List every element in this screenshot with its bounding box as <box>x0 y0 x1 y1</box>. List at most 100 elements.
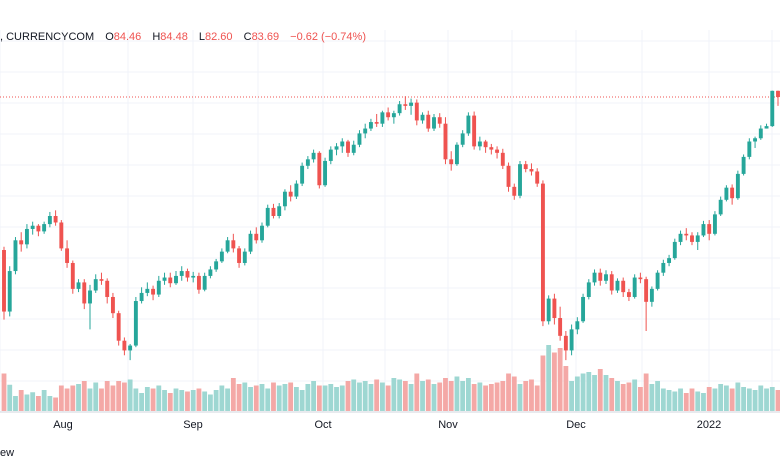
candle <box>454 142 459 166</box>
x-tick-label: Oct <box>314 419 331 431</box>
candle <box>391 110 396 124</box>
volume-bar <box>368 384 374 411</box>
attribution-text: ew <box>0 447 14 459</box>
candle-body <box>231 240 236 249</box>
candle <box>730 184 735 205</box>
candle-body <box>122 340 127 351</box>
candle <box>185 268 190 282</box>
candle <box>724 185 729 202</box>
candle-body <box>770 90 775 127</box>
candle <box>695 232 700 251</box>
candle-body <box>202 275 207 290</box>
volume-bar <box>534 385 540 411</box>
candle-body <box>116 313 121 341</box>
volume-bar <box>529 379 534 411</box>
volume-bar <box>483 385 489 411</box>
candle-body <box>747 141 752 157</box>
candle <box>741 154 746 176</box>
candle-body <box>758 128 763 139</box>
volume-bar <box>265 388 271 411</box>
candle <box>414 99 419 126</box>
low-value: 82.60 <box>205 31 233 43</box>
candle <box>690 232 694 246</box>
candle <box>231 233 236 253</box>
candle <box>42 221 47 234</box>
candle-body <box>145 288 150 293</box>
candle <box>323 157 328 187</box>
x-tick-label: Dec <box>566 419 586 431</box>
candle <box>282 189 287 211</box>
candle <box>701 220 706 238</box>
candle <box>334 143 339 156</box>
volume-bar <box>282 384 288 411</box>
candle <box>667 254 672 267</box>
volume-bar <box>167 393 173 411</box>
candle <box>707 220 712 241</box>
candle <box>346 139 350 157</box>
candle-body <box>661 262 666 273</box>
candle-body <box>59 222 64 249</box>
candle <box>219 248 224 263</box>
volume-bar <box>752 390 758 411</box>
candle-body <box>586 282 591 297</box>
candle <box>735 170 740 200</box>
volume-bar <box>133 388 139 411</box>
volume-bar <box>288 382 294 411</box>
candle-body <box>242 251 247 263</box>
candle <box>615 278 620 293</box>
volume-bar <box>741 387 747 411</box>
candle-body <box>695 235 700 242</box>
candle-body <box>483 141 488 148</box>
volume-bar <box>620 384 626 411</box>
candle-body <box>219 251 224 262</box>
change-value: −0.62 (−0.74%) <box>290 31 366 43</box>
candle <box>586 279 591 300</box>
candle-body <box>690 235 694 242</box>
candle <box>500 148 505 170</box>
candle-body <box>753 138 758 142</box>
candle-body <box>374 122 379 124</box>
candles <box>2 90 780 361</box>
volume-bar <box>144 387 150 411</box>
candle-body <box>449 159 454 165</box>
volume-bar <box>93 382 99 411</box>
volume-bar <box>110 385 116 411</box>
volume-bar <box>87 388 93 411</box>
candle <box>36 224 41 237</box>
volume-bar <box>173 388 179 411</box>
candle <box>93 274 98 293</box>
candle <box>397 101 402 116</box>
candle <box>672 238 677 260</box>
candle-body <box>168 277 173 284</box>
candle <box>592 269 597 286</box>
volume-bar <box>185 391 190 411</box>
candle-body <box>351 144 356 153</box>
candle <box>403 96 408 110</box>
candle <box>770 90 775 127</box>
volume-bar <box>81 381 87 411</box>
candle <box>598 268 603 286</box>
candle-body <box>432 117 436 129</box>
volume-bar <box>769 387 775 411</box>
candle-body <box>139 292 144 302</box>
volume-bar <box>402 381 408 411</box>
candle-body <box>196 275 201 290</box>
volume-bar <box>488 384 494 411</box>
candle-body <box>156 280 161 295</box>
candle-body <box>437 117 442 124</box>
candle <box>265 204 270 228</box>
candle <box>288 185 293 202</box>
volume-bar <box>506 373 511 411</box>
candle <box>237 245 242 268</box>
volume-bar <box>127 379 133 411</box>
candle <box>19 232 24 252</box>
candle <box>191 271 196 283</box>
candle-body <box>70 262 75 289</box>
candle-body <box>185 271 190 278</box>
volume-bar <box>603 375 609 411</box>
candle <box>294 180 299 199</box>
candle-body <box>563 335 568 351</box>
candle <box>105 278 110 304</box>
candle <box>110 292 115 319</box>
